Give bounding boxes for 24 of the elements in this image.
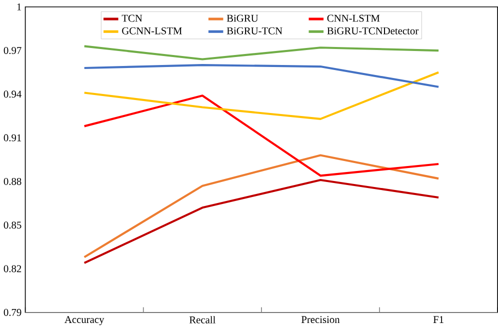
legend-label: BiGRU-TCNDetector <box>327 28 419 35</box>
legend-label: BiGRU <box>226 14 258 22</box>
y-tick-label: 0.79 <box>4 309 22 316</box>
legend-label: GCNN-LSTM <box>122 28 182 35</box>
y-tick-label: 0.88 <box>4 178 22 186</box>
x-tick-label: F1 <box>433 316 444 324</box>
y-tick-label: 0.82 <box>4 265 22 272</box>
y-tick-label: 0.97 <box>4 47 22 54</box>
y-tick-label: 1 <box>17 4 22 10</box>
line-series <box>83 64 440 88</box>
legend-label: BiGRU-TCN <box>226 28 282 35</box>
y-tick-label: 0.85 <box>4 222 22 229</box>
y-tick-label: 0.91 <box>4 134 22 142</box>
line-series <box>83 179 440 264</box>
legend-label: CNN-LSTM <box>327 14 380 22</box>
line-series <box>83 154 440 258</box>
line-series <box>83 45 440 60</box>
line-series <box>83 94 440 177</box>
x-tick-label: Recall <box>189 316 216 324</box>
x-tick-label: Precision <box>301 316 340 324</box>
y-tick-label: 0.94 <box>4 90 22 98</box>
line-series <box>83 71 440 120</box>
x-tick-label: Accuracy <box>64 316 104 326</box>
legend-label: TCN <box>122 14 142 22</box>
